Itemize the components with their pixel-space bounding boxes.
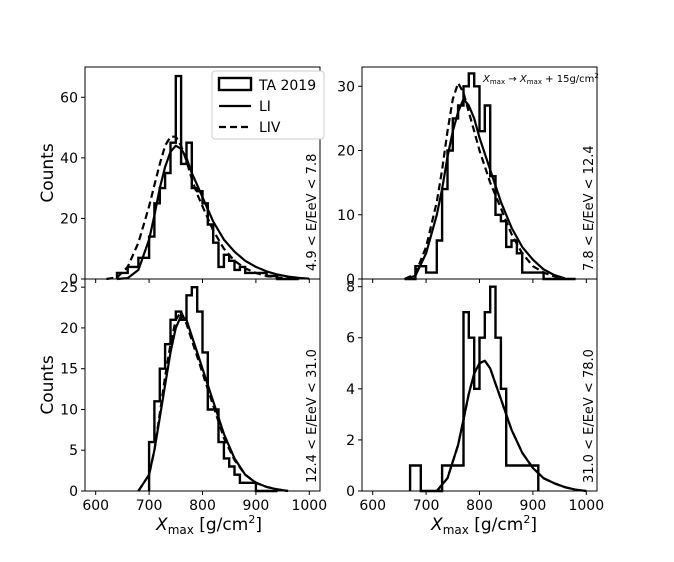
y-tick-label: 20 [337, 144, 355, 160]
y-tick-label: 0 [346, 484, 355, 500]
x-tick-label: 600 [359, 498, 386, 514]
panel-top-left: 0 20 40 60 4.9 < E/EeV < 7.8 [60, 66, 321, 288]
histogram-ta2019 [115, 74, 299, 281]
x-tick-label: 800 [466, 498, 493, 514]
y-tick-label: 10 [337, 208, 355, 224]
y-axis-label-bottom: Counts [38, 355, 58, 414]
x-tick-label: 700 [413, 498, 440, 514]
y-tick-label: 30 [337, 79, 355, 95]
y-tick-label: 0 [69, 484, 78, 500]
y-tick-label: 6 [346, 331, 355, 347]
line-liv [106, 135, 299, 281]
y-tick-label: 15 [60, 362, 78, 378]
y-tick-label: 4 [346, 382, 355, 398]
y-tick-label: 0 [69, 272, 78, 288]
legend-label-ta2019: TA 2019 [258, 78, 316, 94]
energy-range-label: 4.9 < E/EeV < 7.8 [305, 154, 320, 271]
x-tick-label: 700 [136, 498, 163, 514]
y-tick-label: 25 [60, 280, 78, 296]
legend: TA 2019 LI LIV [211, 70, 325, 140]
x-tick-label: 600 [82, 498, 109, 514]
panel-top-right: 0 10 20 30 7.8 < E/EeV < 12.4 [337, 66, 598, 288]
legend-label-li: LI [259, 99, 271, 115]
shift-annotation: Xmax → Xmax + 15g/cm2 [482, 72, 599, 86]
histogram-ta2019 [147, 286, 278, 493]
x-axis-label-left: Xmax [g/cm2] [155, 513, 262, 537]
histogram-ta2019 [408, 285, 540, 493]
histogram-ta2019 [404, 72, 576, 281]
y-tick-label: 10 [60, 402, 78, 418]
line-li [116, 144, 310, 281]
legend-label-liv: LIV [259, 120, 281, 136]
x-tick-label: 1000 [568, 498, 604, 514]
y-tick-label: 20 [60, 211, 78, 227]
x-tick-label: 900 [243, 498, 270, 514]
energy-range-label: 12.4 < E/EeV < 31.0 [305, 349, 320, 483]
y-tick-label: 8 [346, 280, 355, 296]
x-axis-label-right: Xmax [g/cm2] [430, 513, 537, 537]
energy-range-label: 7.8 < E/EeV < 12.4 [582, 145, 597, 271]
y-tick-label: 0 [346, 272, 355, 288]
line-liv [435, 359, 587, 493]
x-tick-label: 800 [189, 498, 216, 514]
panel-bottom-right: 0 2 4 6 8 600 700 800 900 1000 31.0 < E/EeV < 78.0 [346, 278, 604, 514]
y-axis-label-top: Counts [38, 143, 58, 202]
y-tick-label: 20 [60, 321, 78, 337]
line-li [435, 359, 587, 493]
panel-bottom-left: 0 5 10 15 20 25 600 700 800 900 1000 12.4 < E/EeV <… [60, 278, 327, 514]
legend-hist-swatch [217, 76, 253, 92]
legend-frame [211, 70, 325, 140]
x-tick-label: 900 [520, 498, 547, 514]
y-tick-label: 40 [60, 151, 78, 167]
energy-range-label: 31.0 < E/EeV < 78.0 [582, 349, 597, 483]
y-tick-label: 60 [60, 90, 78, 106]
y-tick-label: 5 [69, 443, 78, 459]
line-li [404, 98, 566, 281]
x-tick-label: 1000 [291, 498, 327, 514]
line-liv [137, 310, 289, 493]
line-liv [404, 82, 566, 280]
y-tick-label: 2 [346, 433, 355, 449]
